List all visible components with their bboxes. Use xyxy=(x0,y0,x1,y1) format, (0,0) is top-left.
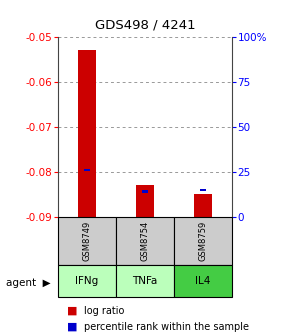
Text: GSM8754: GSM8754 xyxy=(140,221,150,261)
Bar xyxy=(58,217,116,265)
Text: agent  ▶: agent ▶ xyxy=(6,278,50,288)
Text: log ratio: log ratio xyxy=(84,306,124,316)
Text: GSM8759: GSM8759 xyxy=(198,221,208,261)
Text: ■: ■ xyxy=(67,322,77,332)
Text: percentile rank within the sample: percentile rank within the sample xyxy=(84,322,249,332)
Text: IFNg: IFNg xyxy=(75,277,99,286)
Bar xyxy=(116,265,174,297)
Bar xyxy=(84,169,90,171)
Bar xyxy=(78,50,96,217)
Bar xyxy=(174,217,232,265)
Text: GDS498 / 4241: GDS498 / 4241 xyxy=(95,19,195,32)
Bar xyxy=(116,217,174,265)
Bar xyxy=(174,265,232,297)
Bar xyxy=(136,185,154,217)
Text: ■: ■ xyxy=(67,306,77,316)
Bar xyxy=(200,189,206,191)
Bar xyxy=(194,194,212,217)
Bar xyxy=(142,191,148,193)
Text: IL4: IL4 xyxy=(195,277,211,286)
Text: TNFa: TNFa xyxy=(132,277,158,286)
Bar xyxy=(58,265,116,297)
Text: GSM8749: GSM8749 xyxy=(82,221,92,261)
